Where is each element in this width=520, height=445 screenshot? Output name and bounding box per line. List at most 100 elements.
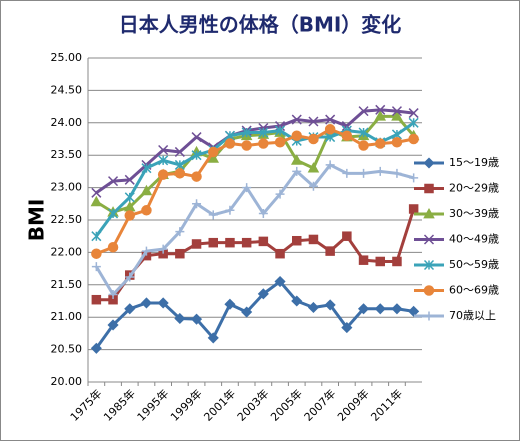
marker	[225, 205, 235, 215]
marker	[375, 138, 386, 149]
marker	[308, 181, 318, 191]
marker	[341, 130, 353, 142]
marker	[307, 301, 320, 314]
marker	[391, 136, 403, 148]
marker	[324, 299, 336, 311]
y-tick-label: 24.50	[51, 83, 83, 96]
marker	[292, 166, 302, 176]
marker	[158, 144, 169, 156]
marker	[242, 183, 252, 193]
marker	[158, 155, 169, 166]
marker	[357, 303, 370, 315]
marker	[108, 290, 118, 300]
marker	[308, 234, 319, 245]
marker	[374, 110, 387, 121]
marker	[175, 227, 185, 237]
marker	[391, 303, 403, 315]
marker	[358, 106, 369, 117]
marker	[174, 159, 185, 170]
marker	[241, 127, 252, 138]
marker	[307, 162, 320, 173]
marker	[158, 244, 168, 254]
chart-title: 日本人男性の体格（BMI）変化	[119, 13, 402, 37]
marker	[90, 342, 102, 354]
marker	[308, 133, 319, 145]
marker	[291, 295, 303, 307]
marker	[424, 183, 434, 194]
y-tick-label: 20.00	[51, 375, 83, 388]
marker	[174, 146, 185, 157]
marker	[324, 124, 336, 135]
marker	[124, 174, 135, 185]
marker	[423, 207, 435, 219]
marker	[224, 298, 236, 310]
marker	[225, 237, 235, 248]
legend-label: 70歳以上	[449, 309, 496, 322]
marker	[408, 204, 419, 214]
marker	[208, 146, 219, 158]
marker	[91, 187, 102, 198]
marker	[408, 133, 419, 145]
marker	[358, 140, 369, 151]
marker	[392, 256, 402, 267]
marker	[408, 108, 419, 119]
legend-label: 30～39歳	[449, 207, 499, 220]
marker	[409, 173, 419, 183]
marker	[424, 311, 434, 321]
marker	[423, 234, 435, 245]
marker	[423, 259, 435, 271]
marker	[191, 150, 202, 161]
legend-label: 50～59歳	[449, 258, 499, 271]
marker	[342, 231, 352, 241]
marker	[275, 189, 285, 199]
marker	[423, 285, 435, 296]
legend-label: 15～19歳	[449, 156, 499, 169]
marker	[359, 168, 369, 178]
y-tick-label: 21.00	[51, 310, 83, 323]
marker	[141, 205, 152, 216]
marker	[208, 210, 218, 220]
marker	[375, 166, 385, 176]
marker	[308, 116, 319, 127]
marker	[224, 138, 236, 149]
marker	[274, 275, 286, 288]
marker	[157, 169, 169, 180]
legend-label: 40～49歳	[449, 233, 499, 246]
legend-label: 20～29歳	[449, 182, 499, 195]
marker	[91, 262, 101, 272]
marker	[207, 152, 220, 163]
series-line	[95, 121, 415, 238]
marker	[241, 140, 252, 151]
y-tick-label: 23.50	[51, 148, 83, 161]
marker	[325, 160, 335, 170]
marker	[408, 117, 419, 128]
marker	[108, 176, 119, 187]
marker	[91, 248, 102, 259]
marker	[175, 248, 185, 259]
marker	[275, 125, 286, 136]
marker	[107, 241, 119, 253]
marker	[391, 110, 403, 121]
marker	[275, 248, 285, 259]
y-tick-label: 25.00	[51, 51, 83, 64]
y-tick-label: 20.50	[51, 343, 83, 356]
marker	[258, 209, 268, 219]
marker	[391, 106, 402, 117]
marker	[258, 127, 269, 138]
marker	[208, 237, 218, 248]
marker	[325, 246, 335, 256]
marker	[157, 297, 169, 309]
marker	[192, 199, 202, 209]
marker	[141, 246, 151, 256]
marker	[191, 171, 202, 182]
y-tick-label: 22.00	[51, 245, 83, 258]
marker	[174, 312, 186, 325]
marker	[91, 231, 102, 242]
marker	[107, 319, 119, 331]
y-tick-label: 24.00	[51, 116, 83, 129]
y-axis-label: BMI	[25, 199, 49, 242]
marker	[358, 255, 369, 265]
marker	[408, 305, 420, 317]
